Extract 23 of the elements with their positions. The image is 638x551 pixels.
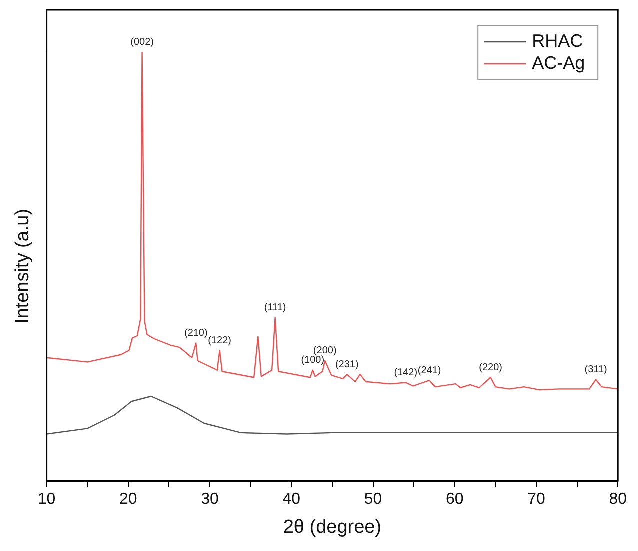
legend-label: AC-Ag <box>532 52 586 73</box>
annotation: (210) <box>184 328 208 340</box>
annotation: (200) <box>313 346 337 357</box>
annotation: (142) <box>394 368 418 379</box>
y-axis-title: Intensity (a.u) <box>12 208 34 324</box>
annotation: (111) <box>264 302 286 314</box>
annotation: (220) <box>479 362 502 374</box>
x-axis-title: 2θ (degree) <box>283 516 382 538</box>
annotation: (002) <box>130 36 154 48</box>
x-tick-label: 20 <box>120 491 138 508</box>
x-tick-label: 10 <box>38 491 56 508</box>
x-tick-label: 40 <box>282 491 301 508</box>
x-tick-label: 60 <box>446 491 464 508</box>
x-tick-label: 50 <box>364 491 382 508</box>
annotation: (122) <box>208 335 232 346</box>
x-tick-label: 80 <box>609 491 628 508</box>
annotation: (311) <box>584 364 608 376</box>
annotation: (100) <box>301 355 325 366</box>
x-tick-label: 70 <box>528 491 546 508</box>
annotation: (241) <box>418 365 442 376</box>
legend-label: RHAC <box>532 30 584 51</box>
x-tick-label: 30 <box>201 491 220 508</box>
annotation: (231) <box>335 359 359 370</box>
